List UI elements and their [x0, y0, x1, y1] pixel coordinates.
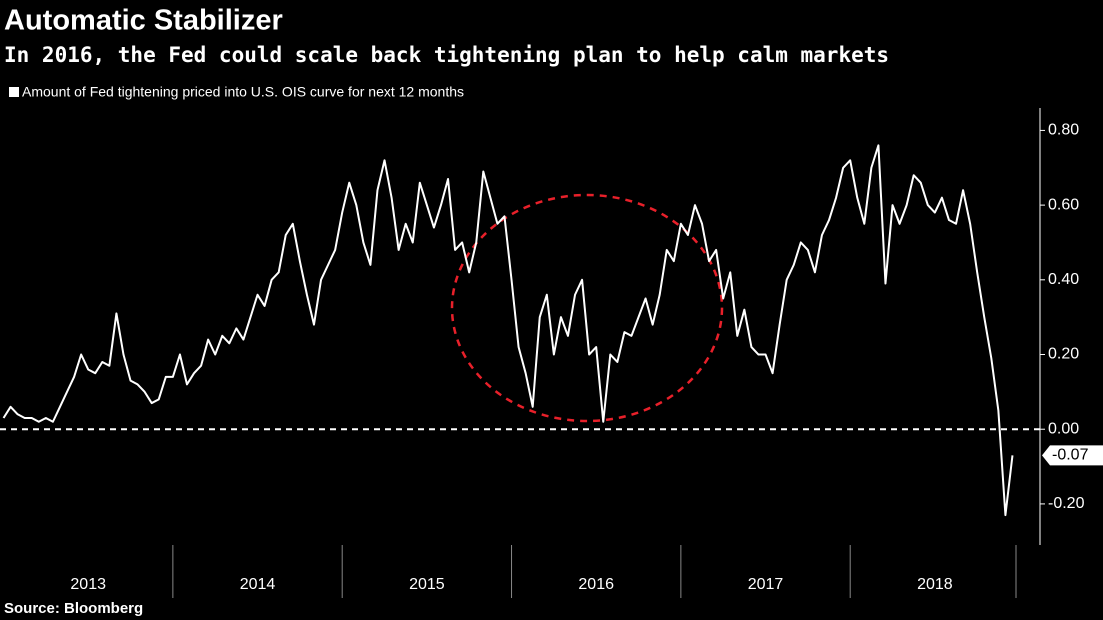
- x-tick-label: 2016: [578, 576, 614, 593]
- y-tick-label: 0.20: [1048, 346, 1079, 363]
- last-value-box: [1042, 445, 1103, 466]
- highlight-ellipse: [450, 193, 724, 423]
- y-tick-label: 0.00: [1048, 420, 1079, 437]
- x-tick-label: 2013: [70, 576, 106, 593]
- y-tick-label: 0.60: [1048, 196, 1079, 213]
- legend-swatch: [9, 87, 19, 97]
- x-tick-label: 2015: [409, 576, 445, 593]
- data-line: [2, 144, 1014, 517]
- y-tick-label: 0.40: [1048, 271, 1079, 288]
- legend-label: Amount of Fed tightening priced into U.S…: [22, 84, 464, 100]
- chart-subtitle: In 2016, the Fed could scale back tighte…: [4, 43, 889, 67]
- chart-title: Automatic Stabilizer: [4, 5, 283, 37]
- source: Source: Bloomberg: [4, 600, 143, 617]
- x-tick-label: 2018: [917, 576, 953, 593]
- last-value-label: -0.07: [1052, 447, 1089, 464]
- y-tick-label: -0.20: [1048, 495, 1085, 512]
- y-tick-label: 0.80: [1048, 122, 1079, 139]
- x-tick-label: 2017: [748, 576, 784, 593]
- x-tick-label: 2014: [240, 576, 276, 593]
